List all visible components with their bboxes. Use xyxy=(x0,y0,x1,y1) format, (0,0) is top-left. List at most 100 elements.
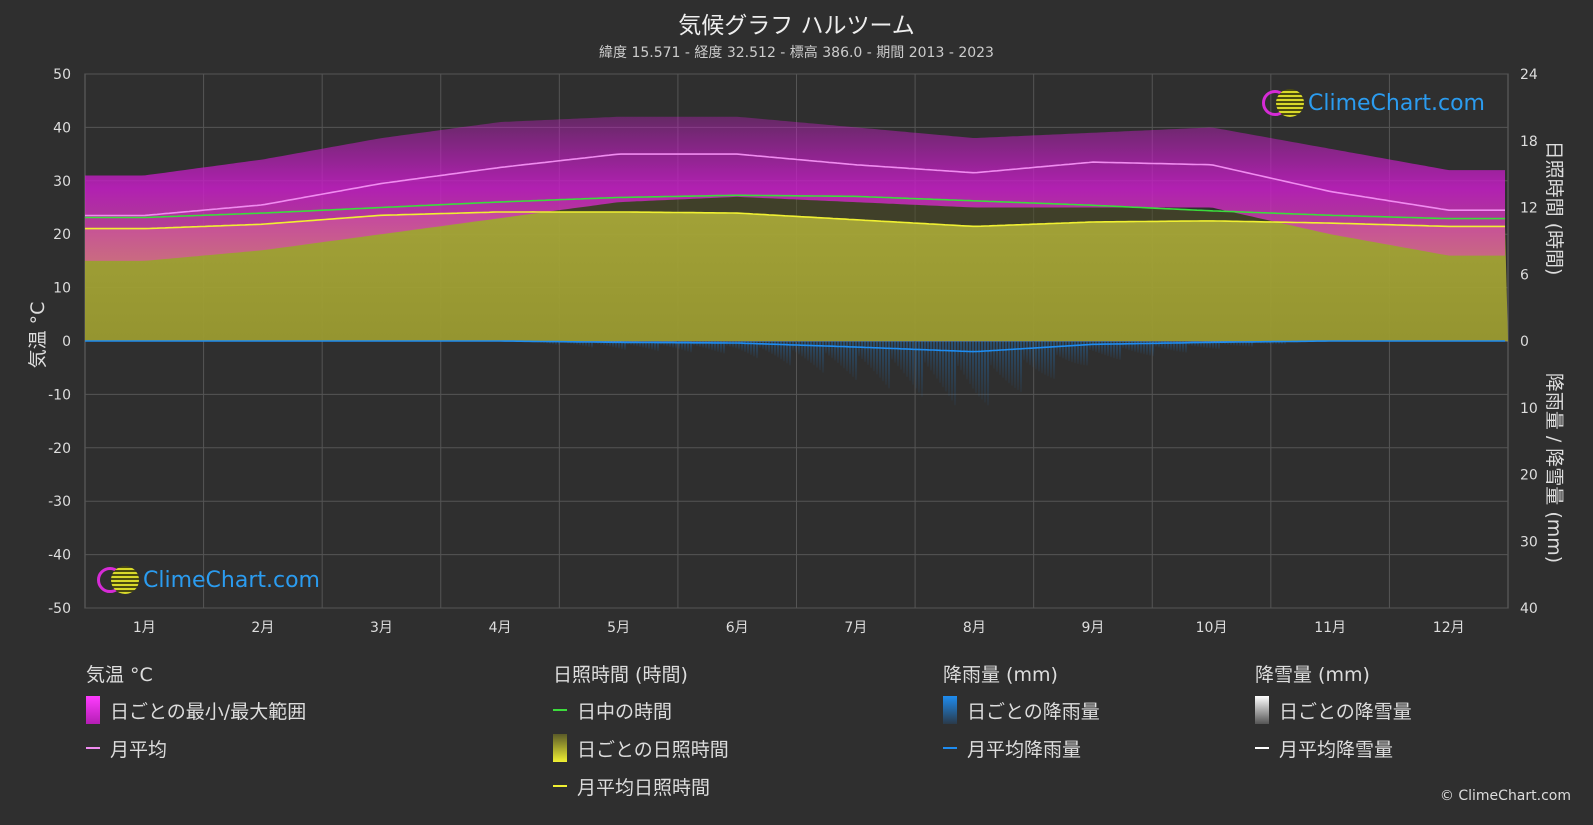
legend-rain: 降雨量 (mm) 日ごとの降雨量 月平均降雨量 xyxy=(943,660,1100,774)
daily-rain-bar xyxy=(735,341,737,349)
daily-rain-bar xyxy=(609,341,611,347)
daily-rain-bar xyxy=(1125,341,1127,350)
daily-rain-bar xyxy=(747,341,749,354)
daily-rain-bar xyxy=(687,341,689,352)
daily-rain-bar xyxy=(1191,341,1193,346)
daily-rain-bar xyxy=(1167,341,1169,350)
daily-rain-bar xyxy=(1014,341,1016,388)
daily-rain-bar xyxy=(1248,341,1250,347)
daily-rain-bar xyxy=(1176,341,1178,352)
daily-rain-bar xyxy=(876,341,878,375)
daily-rain-bar xyxy=(1071,341,1073,363)
daily-rain-bar xyxy=(966,341,968,380)
daily-rain-bar xyxy=(1119,341,1121,360)
daily-rain-bar xyxy=(1275,341,1277,345)
daily-rain-bar xyxy=(642,341,644,348)
daily-rain-bar xyxy=(1278,341,1280,345)
daily-rain-bar xyxy=(921,341,923,397)
daily-rain-bar xyxy=(993,341,995,369)
legend-swatch xyxy=(553,785,567,787)
x-tick-label: 10月 xyxy=(1196,620,1228,636)
daily-rain-bar xyxy=(1284,341,1286,345)
legend-label: 月平均日照時間 xyxy=(577,776,711,799)
y-right-top-tick-label: 12 xyxy=(1520,201,1538,217)
legend-swatch xyxy=(86,747,100,749)
daily-rain-bar xyxy=(633,341,635,346)
daily-rain-bar xyxy=(825,341,827,354)
daily-rain-bar xyxy=(1116,341,1118,359)
daily-rain-bar xyxy=(1017,341,1019,390)
daily-rain-bar xyxy=(786,341,788,364)
daily-rain-bar xyxy=(678,341,680,350)
daily-rain-bar xyxy=(1185,341,1187,353)
y-left-tick-label: 50 xyxy=(53,67,71,83)
daily-rain-bar xyxy=(1002,341,1004,378)
daily-rain-bar xyxy=(1080,341,1082,365)
daily-rain-bar xyxy=(615,341,617,348)
daily-rain-bar xyxy=(717,341,719,352)
x-tick-label: 7月 xyxy=(844,620,867,636)
legend-swatch xyxy=(553,709,567,711)
legend-temperature: 気温 °C 日ごとの最小/最大範囲 月平均 xyxy=(86,660,306,774)
daily-rain-bar xyxy=(783,341,785,362)
daily-rain-bar xyxy=(1110,341,1112,358)
temperature-monthly-average-line xyxy=(85,153,1505,217)
x-tick-label: 11月 xyxy=(1314,620,1346,636)
daily-rain-bar xyxy=(1158,341,1160,348)
daily-rain-bar xyxy=(891,341,893,360)
daily-rain-bar xyxy=(1005,341,1007,381)
daily-rain-bar xyxy=(666,341,668,347)
daily-rain-bar xyxy=(840,341,842,366)
y-left-tick-label: 30 xyxy=(53,174,71,190)
daily-rain-bar xyxy=(1206,341,1208,348)
daily-rain-bar xyxy=(756,341,758,359)
daily-rain-bar xyxy=(927,341,929,367)
daily-rain-bar xyxy=(1215,341,1217,349)
daily-rain-bar xyxy=(1182,341,1184,353)
y-left-tick-label: 0 xyxy=(62,334,71,350)
temperature-range-area xyxy=(85,116,1505,261)
x-tick-label: 6月 xyxy=(726,620,749,636)
daily-rain-bar xyxy=(750,341,752,355)
daily-rain-bar xyxy=(915,341,917,389)
daily-rain-bar xyxy=(603,341,605,346)
daily-rain-bar xyxy=(1128,341,1130,351)
daily-rain-bar xyxy=(1140,341,1142,354)
daily-rain-bar xyxy=(672,341,674,348)
daily-rain-bar xyxy=(669,341,671,347)
daily-rain-bar xyxy=(690,341,692,353)
daily-rain-bar xyxy=(1047,341,1049,377)
chart-title: 気候グラフ ハルツーム xyxy=(678,13,915,39)
daily-rain-bar xyxy=(1077,341,1079,364)
daily-rain-bar xyxy=(1026,341,1028,363)
daily-rain-bar xyxy=(1062,341,1064,359)
daily-rain-bar xyxy=(1035,341,1037,370)
logo-sun-icon xyxy=(1276,89,1304,117)
legend-label: 日ごとの降雨量 xyxy=(967,700,1100,723)
legend-item: 月平均 xyxy=(86,736,306,761)
daily-rain-bar xyxy=(864,341,866,362)
daily-rain-bar xyxy=(867,341,869,365)
chart-subtitle: 緯度 15.571 - 経度 32.512 - 標高 386.0 - 期間 20… xyxy=(599,45,994,61)
daily-rain-bar xyxy=(804,341,806,359)
legend-swatch xyxy=(1255,696,1269,724)
daily-rain-bar xyxy=(1095,341,1097,352)
daily-rain-bar xyxy=(1038,341,1040,372)
daily-rain-bar xyxy=(705,341,707,349)
x-tick-label: 4月 xyxy=(489,620,512,636)
legend-item: 月平均日照時間 xyxy=(553,774,729,799)
daily-rain-bar xyxy=(858,341,860,357)
y-right-top-tick-label: 24 xyxy=(1520,67,1538,83)
y-left-tick-label: -30 xyxy=(48,494,71,510)
daily-rain-bar xyxy=(1092,341,1094,351)
legend-item: 日ごとの日照時間 xyxy=(553,734,729,762)
daily-rain-bar xyxy=(1065,341,1067,360)
daily-rain-bar xyxy=(762,341,764,350)
daily-rain-bar xyxy=(549,341,551,344)
rain-monthly-average-line xyxy=(85,340,1505,353)
legend-item: 日中の時間 xyxy=(553,698,729,723)
y-right-top-tick-label: 6 xyxy=(1520,267,1529,283)
daily-rain-bar xyxy=(738,341,740,350)
daily-rain-bar xyxy=(552,341,554,345)
daily-rain-bar xyxy=(828,341,830,356)
